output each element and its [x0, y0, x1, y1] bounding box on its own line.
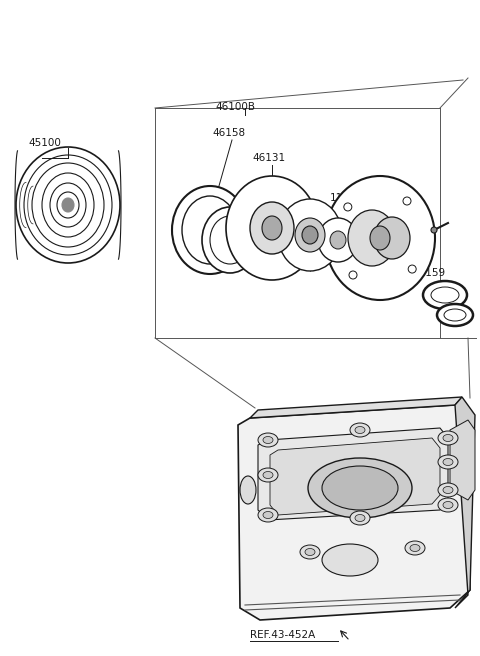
Polygon shape — [455, 397, 475, 608]
Polygon shape — [450, 420, 475, 500]
Ellipse shape — [62, 198, 74, 212]
Ellipse shape — [263, 512, 273, 518]
Ellipse shape — [438, 455, 458, 469]
Circle shape — [349, 271, 357, 279]
Ellipse shape — [348, 210, 396, 266]
Text: 46100B: 46100B — [215, 102, 255, 112]
Ellipse shape — [405, 541, 425, 555]
Polygon shape — [250, 397, 462, 418]
Ellipse shape — [250, 202, 294, 254]
Ellipse shape — [182, 196, 238, 264]
Ellipse shape — [355, 514, 365, 522]
Ellipse shape — [300, 545, 320, 559]
Ellipse shape — [443, 501, 453, 508]
Ellipse shape — [322, 466, 398, 510]
Polygon shape — [270, 438, 440, 515]
Ellipse shape — [443, 459, 453, 466]
Ellipse shape — [258, 433, 278, 447]
Ellipse shape — [263, 472, 273, 478]
Ellipse shape — [355, 426, 365, 434]
Ellipse shape — [258, 508, 278, 522]
Ellipse shape — [16, 147, 120, 263]
Ellipse shape — [374, 217, 410, 259]
Ellipse shape — [438, 498, 458, 512]
Ellipse shape — [431, 287, 459, 303]
Ellipse shape — [202, 207, 258, 273]
Ellipse shape — [438, 431, 458, 445]
Ellipse shape — [350, 423, 370, 437]
Ellipse shape — [444, 309, 466, 321]
Ellipse shape — [278, 199, 342, 271]
Ellipse shape — [302, 226, 318, 244]
Ellipse shape — [210, 216, 250, 264]
Text: 46159: 46159 — [412, 268, 445, 278]
Ellipse shape — [295, 218, 325, 252]
Ellipse shape — [438, 483, 458, 497]
Ellipse shape — [443, 434, 453, 441]
Text: 45100: 45100 — [28, 138, 61, 148]
Ellipse shape — [322, 544, 378, 576]
Circle shape — [431, 227, 437, 233]
Text: REF.43-452A: REF.43-452A — [250, 630, 315, 640]
Ellipse shape — [262, 216, 282, 240]
Circle shape — [408, 265, 416, 273]
Ellipse shape — [57, 192, 79, 218]
Ellipse shape — [318, 218, 358, 262]
Ellipse shape — [325, 176, 435, 300]
Ellipse shape — [437, 304, 473, 326]
Ellipse shape — [423, 281, 467, 309]
Ellipse shape — [172, 186, 248, 274]
Ellipse shape — [258, 468, 278, 482]
Circle shape — [344, 203, 352, 211]
Ellipse shape — [305, 548, 315, 556]
Text: 46159: 46159 — [422, 287, 455, 297]
Polygon shape — [238, 405, 470, 620]
Text: 46131: 46131 — [252, 153, 285, 163]
Circle shape — [403, 197, 411, 205]
Ellipse shape — [240, 476, 256, 504]
Ellipse shape — [350, 511, 370, 525]
Ellipse shape — [263, 436, 273, 443]
Text: 46158: 46158 — [212, 128, 245, 138]
Ellipse shape — [370, 226, 390, 250]
Ellipse shape — [410, 544, 420, 552]
Ellipse shape — [443, 487, 453, 493]
Ellipse shape — [330, 231, 346, 249]
Ellipse shape — [308, 458, 412, 518]
Polygon shape — [258, 428, 448, 520]
Text: 1140FJ: 1140FJ — [330, 193, 365, 203]
Ellipse shape — [226, 176, 318, 280]
